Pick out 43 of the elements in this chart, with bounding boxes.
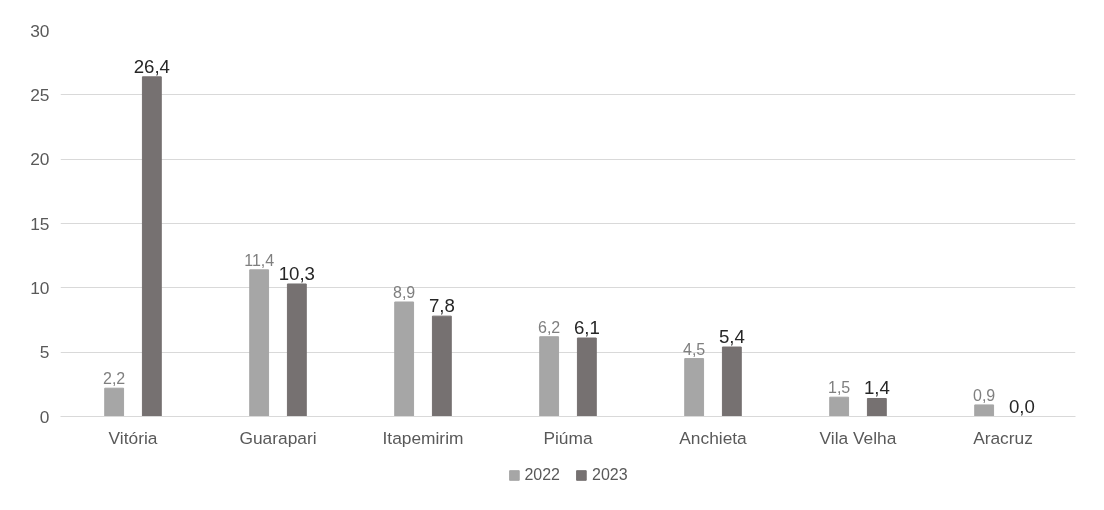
x-tick-label: Aracruz [973,427,1033,448]
bar [974,404,995,417]
data-label: 11,4 [244,251,275,269]
data-label: 26,4 [133,55,171,77]
bar [431,315,452,417]
data-label: 6,1 [573,317,600,339]
bar [141,76,162,417]
data-label: 0,0 [1008,395,1035,417]
bar [866,397,887,417]
data-label: 1,4 [863,377,890,399]
bar [684,358,705,417]
data-label: 0,9 [973,386,996,404]
data-label: 6,2 [538,318,561,336]
data-label: 7,8 [428,295,455,317]
bar [104,387,125,417]
bar [576,337,597,417]
bar [394,301,415,417]
y-tick-label: 10 [30,277,50,298]
y-tick-label: 0 [39,406,50,427]
data-label: 2,2 [103,370,126,388]
legend-label: 2023 [592,466,628,484]
y-tick-label: 25 [30,84,50,105]
legend-label: 2022 [524,466,560,484]
data-label: 1,5 [828,379,851,397]
data-label: 8,9 [393,283,416,301]
y-tick-label: 20 [30,149,50,170]
y-tick-label: 5 [39,342,50,363]
y-tick-label: 30 [30,20,50,41]
bar [249,269,270,417]
x-tick-label: Piúma [543,427,593,448]
bar [539,336,560,417]
x-tick-label: Vitória [108,427,158,448]
data-label: 4,5 [683,340,706,358]
y-tick-label: 15 [30,213,50,234]
data-label: 5,4 [718,326,745,348]
x-tick-label: Guarapari [239,427,317,448]
bar [721,346,742,417]
x-tick-label: Itapemirim [382,427,464,448]
data-label: 10,3 [278,262,316,284]
bar [286,283,307,417]
x-tick-label: Anchieta [679,427,748,448]
bar [829,396,850,417]
x-tick-label: Vila Velha [819,427,897,448]
